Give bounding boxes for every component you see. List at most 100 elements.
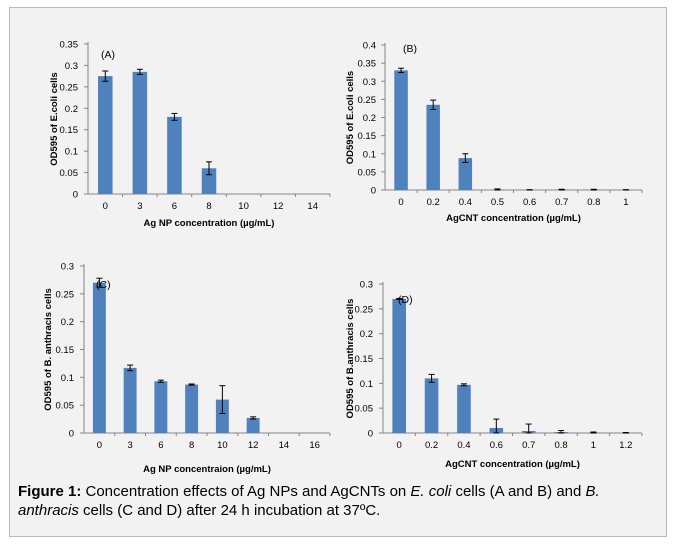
x-tick-label: 3 <box>137 201 142 212</box>
y-tick-label: 0.15 <box>355 354 374 365</box>
caption-label: Figure 1: <box>18 483 82 500</box>
y-tick-label: 0.05 <box>358 167 377 178</box>
caption-part: E. coli <box>410 483 452 500</box>
panel-label: (B) <box>403 43 417 55</box>
y-tick-label: 0.15 <box>60 125 79 136</box>
x-tick-label: 0.4 <box>459 197 472 208</box>
y-tick-label: 0 <box>371 186 376 197</box>
x-tick-label: 0.4 <box>457 440 470 451</box>
x-tick-label: 6 <box>172 201 177 212</box>
caption-part: cells (C and D) after 24 h incubation at… <box>78 502 381 519</box>
x-axis-title: Ag NP concentraion (µg/mL) <box>143 464 271 475</box>
x-tick-label: 0.6 <box>490 440 503 451</box>
y-tick-label: 0.3 <box>65 61 78 72</box>
y-tick-label: 0.05 <box>56 401 75 412</box>
x-tick-label: 1.2 <box>619 440 632 451</box>
panel-label: (A) <box>101 49 115 61</box>
x-tick-label: 12 <box>248 440 259 451</box>
y-tick-label: 0.05 <box>60 168 79 179</box>
bar <box>167 116 182 194</box>
bar <box>458 158 473 190</box>
bar <box>392 298 406 433</box>
y-tick-label: 0.35 <box>60 40 79 51</box>
y-tick-label: 0.1 <box>61 373 74 384</box>
y-tick-label: 0.2 <box>61 317 74 328</box>
y-tick-label: 0 <box>69 429 74 440</box>
bar <box>215 399 229 433</box>
x-tick-label: 0.8 <box>554 440 567 451</box>
caption-part: B. anthracis <box>18 483 600 519</box>
chart-panel-b: 0 0.05 0.1 0.15 0.2 0.25 0.3 0.35 0.4 0 0.2 0.4 0.5 0… <box>345 41 643 224</box>
bar <box>154 381 168 433</box>
x-tick-label: 0.8 <box>587 197 600 208</box>
y-axis-title: OD595 of E.coli cells <box>49 72 60 165</box>
x-tick-label: 0 <box>103 201 108 212</box>
bar <box>426 104 440 190</box>
y-tick-label: 0 <box>368 429 373 440</box>
bar <box>123 367 137 433</box>
bar <box>246 417 260 433</box>
y-tick-label: 0.15 <box>56 345 75 356</box>
y-tick-label: 0.3 <box>363 77 376 88</box>
y-axis-title: OD595 of E.coli cells <box>345 71 356 164</box>
bar <box>132 71 148 194</box>
y-tick-label: 0 <box>73 190 78 201</box>
x-tick-label: 0 <box>398 197 403 208</box>
x-tick-label: 0.5 <box>491 197 504 208</box>
y-tick-label: 0.35 <box>358 59 377 70</box>
y-tick-label: 0.05 <box>355 404 374 415</box>
y-axis-title: OD595 of B.anthracis cells <box>345 299 356 419</box>
x-tick-label: 14 <box>307 201 318 212</box>
bar <box>394 70 408 190</box>
y-tick-label: 0.1 <box>360 379 373 390</box>
x-tick-label: 0.6 <box>523 197 536 208</box>
panel-label: (C) <box>96 279 111 291</box>
y-tick-label: 0.25 <box>355 304 374 315</box>
x-tick-label: 0 <box>397 440 402 451</box>
y-tick-label: 0.25 <box>60 82 79 93</box>
bar <box>424 378 439 433</box>
panel-label: (D) <box>398 294 413 306</box>
y-tick-label: 0.2 <box>65 104 78 115</box>
bar <box>98 76 113 194</box>
bar <box>457 384 471 433</box>
y-tick-label: 0.2 <box>360 329 373 340</box>
bar <box>92 282 106 433</box>
x-tick-label: 3 <box>127 440 132 451</box>
bar <box>201 168 217 194</box>
y-tick-label: 0.3 <box>61 262 74 273</box>
x-tick-label: 0.7 <box>522 440 535 451</box>
figure-frame <box>9 7 667 537</box>
y-tick-label: 0.2 <box>363 113 376 124</box>
x-tick-label: 8 <box>189 440 194 451</box>
y-tick-label: 0.15 <box>358 131 377 142</box>
x-tick-label: 0.2 <box>427 197 440 208</box>
y-tick-label: 0.1 <box>363 149 376 160</box>
y-tick-label: 0.4 <box>363 41 376 52</box>
caption-part: Concentration effects of Ag NPs and AgCN… <box>81 483 411 500</box>
x-axis-title: AgCNT concentration (µg/mL) <box>445 459 580 470</box>
y-tick-label: 0.1 <box>65 147 78 158</box>
x-tick-label: 1 <box>591 440 596 451</box>
x-tick-label: 10 <box>217 440 228 451</box>
chart-panel-c: 0 0.05 0.1 0.15 0.2 0.25 0.3 0 3 6 8 10 12 14 16 (C) Ag … <box>43 262 331 475</box>
x-axis-title: Ag NP concentration (µg/mL) <box>144 218 275 229</box>
figure-caption: Figure 1: Concentration effects of Ag NP… <box>18 482 663 520</box>
x-tick-label: 1 <box>623 197 628 208</box>
y-tick-label: 0.25 <box>358 95 377 106</box>
x-tick-label: 0.2 <box>425 440 438 451</box>
y-tick-label: 0.25 <box>56 289 75 300</box>
x-tick-label: 12 <box>273 201 284 212</box>
caption-part: cells (A and B) and <box>451 483 586 500</box>
y-axis-title: OD595 of B. anthracis cells <box>43 288 54 411</box>
x-axis-title: AgCNT concentration (µg/mL) <box>446 213 581 224</box>
caption-text: Concentration effects of Ag NPs and AgCN… <box>18 483 600 519</box>
x-tick-label: 10 <box>238 201 249 212</box>
y-tick-label: 0.3 <box>360 280 373 291</box>
x-tick-label: 8 <box>206 201 211 212</box>
x-tick-label: 16 <box>309 440 320 451</box>
x-tick-label: 0.7 <box>555 197 568 208</box>
x-tick-label: 14 <box>279 440 290 451</box>
bar <box>185 384 199 433</box>
